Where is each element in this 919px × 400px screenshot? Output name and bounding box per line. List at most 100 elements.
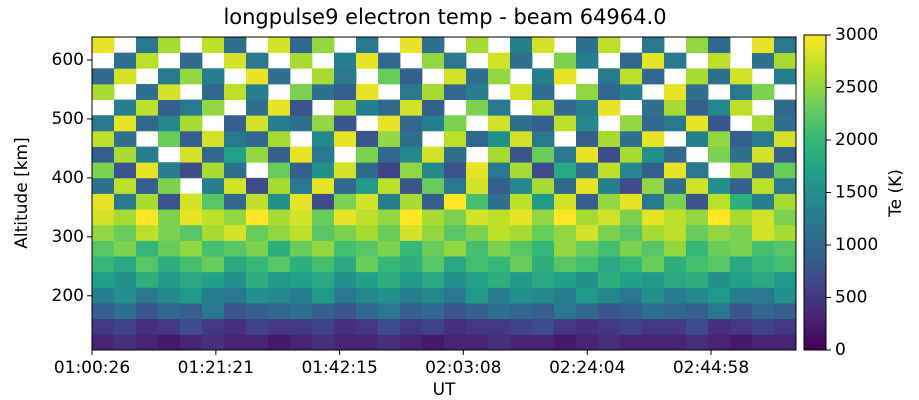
heatmap-cell	[114, 162, 137, 179]
heatmap-cell	[136, 193, 159, 210]
heatmap-cell	[268, 271, 291, 288]
heatmap-cell	[246, 209, 269, 226]
heatmap-cell	[686, 99, 709, 116]
colorbar-tick-label: 3000	[835, 25, 878, 45]
heatmap-cell	[576, 115, 599, 132]
heatmap-cell	[554, 162, 577, 179]
heatmap-cell	[92, 162, 115, 179]
heatmap-cell	[334, 256, 357, 273]
heatmap-cell	[774, 52, 797, 69]
heatmap-cell	[686, 303, 709, 320]
heatmap-cell	[466, 37, 489, 54]
heatmap-cell	[488, 68, 511, 85]
heatmap-cell	[400, 209, 423, 226]
heatmap-cell	[510, 162, 533, 179]
heatmap-cell	[642, 177, 665, 194]
heatmap-cell	[576, 240, 599, 257]
heatmap-cell	[664, 115, 687, 132]
heatmap-cell	[576, 130, 599, 147]
heatmap-cell	[92, 334, 115, 351]
heatmap-cell	[224, 146, 247, 163]
heatmap-cell	[268, 68, 291, 85]
heatmap-cell	[686, 287, 709, 304]
heatmap-cell	[752, 37, 775, 54]
heatmap-cell	[642, 256, 665, 273]
heatmap-cell	[642, 318, 665, 335]
heatmap-cell	[378, 318, 401, 335]
heatmap-cell	[114, 130, 137, 147]
heatmap-cell	[466, 177, 489, 194]
heatmap-cell	[532, 303, 555, 320]
heatmap-cell	[444, 209, 467, 226]
heatmap-cell	[158, 318, 181, 335]
heatmap-cell	[730, 256, 753, 273]
heatmap-cell	[400, 271, 423, 288]
heatmap-cell	[752, 146, 775, 163]
heatmap-cell	[752, 303, 775, 320]
heatmap-cell	[532, 146, 555, 163]
heatmap-cell	[92, 68, 115, 85]
heatmap-cell	[730, 162, 753, 179]
heatmap-cell	[224, 303, 247, 320]
heatmap-cell	[356, 287, 379, 304]
heatmap-cell	[642, 271, 665, 288]
heatmap-cell	[576, 271, 599, 288]
heatmap-cell	[400, 177, 423, 194]
heatmap-cell	[268, 162, 291, 179]
heatmap-cell	[774, 209, 797, 226]
heatmap-cell	[466, 224, 489, 241]
x-tick-label: 01:00:26	[54, 358, 130, 378]
heatmap-cell	[378, 68, 401, 85]
heatmap-cell	[532, 334, 555, 351]
heatmap-cell	[268, 130, 291, 147]
heatmap-cell	[576, 256, 599, 273]
heatmap-cell	[554, 52, 577, 69]
heatmap-cell	[510, 209, 533, 226]
colorbar-tick-label: 1000	[835, 235, 878, 255]
heatmap-cell	[246, 287, 269, 304]
heatmap-cell	[576, 99, 599, 116]
heatmap-cell	[114, 209, 137, 226]
heatmap-cell	[444, 334, 467, 351]
heatmap-cell	[576, 162, 599, 179]
heatmap-cell	[312, 177, 335, 194]
heatmap-cell	[246, 334, 269, 351]
heatmap-cell	[224, 240, 247, 257]
heatmap-cell	[356, 240, 379, 257]
heatmap-cell	[158, 256, 181, 273]
heatmap-cell	[598, 256, 621, 273]
heatmap-cell	[730, 318, 753, 335]
heatmap-cell	[400, 37, 423, 54]
heatmap-cell	[334, 224, 357, 241]
heatmap-cell	[356, 83, 379, 100]
heatmap-cell	[422, 240, 445, 257]
heatmap-cell	[774, 99, 797, 116]
heatmap-cell	[752, 162, 775, 179]
heatmap-cell	[290, 224, 313, 241]
colorbar-tick-label: 1500	[835, 183, 878, 203]
heatmap-cell	[598, 224, 621, 241]
heatmap-cell	[510, 240, 533, 257]
y-tick-label: 400	[52, 168, 84, 188]
heatmap-cell	[92, 303, 115, 320]
heatmap-cell	[224, 271, 247, 288]
heatmap-cell	[290, 256, 313, 273]
heatmap-cell	[202, 224, 225, 241]
heatmap-cell	[620, 318, 643, 335]
heatmap-cell	[620, 130, 643, 147]
heatmap-cell	[356, 224, 379, 241]
heatmap-cell	[290, 240, 313, 257]
heatmap-cell	[642, 209, 665, 226]
heatmap-cell	[312, 37, 335, 54]
heatmap-cell	[224, 318, 247, 335]
heatmap-cell	[532, 271, 555, 288]
heatmap-cell	[290, 177, 313, 194]
heatmap-cell	[312, 334, 335, 351]
heatmap-cell	[752, 115, 775, 132]
heatmap-cell	[730, 83, 753, 100]
heatmap-cell	[356, 256, 379, 273]
heatmap-cell	[378, 130, 401, 147]
heatmap-cell	[400, 224, 423, 241]
heatmap-cell	[180, 224, 203, 241]
heatmap-cell	[312, 303, 335, 320]
